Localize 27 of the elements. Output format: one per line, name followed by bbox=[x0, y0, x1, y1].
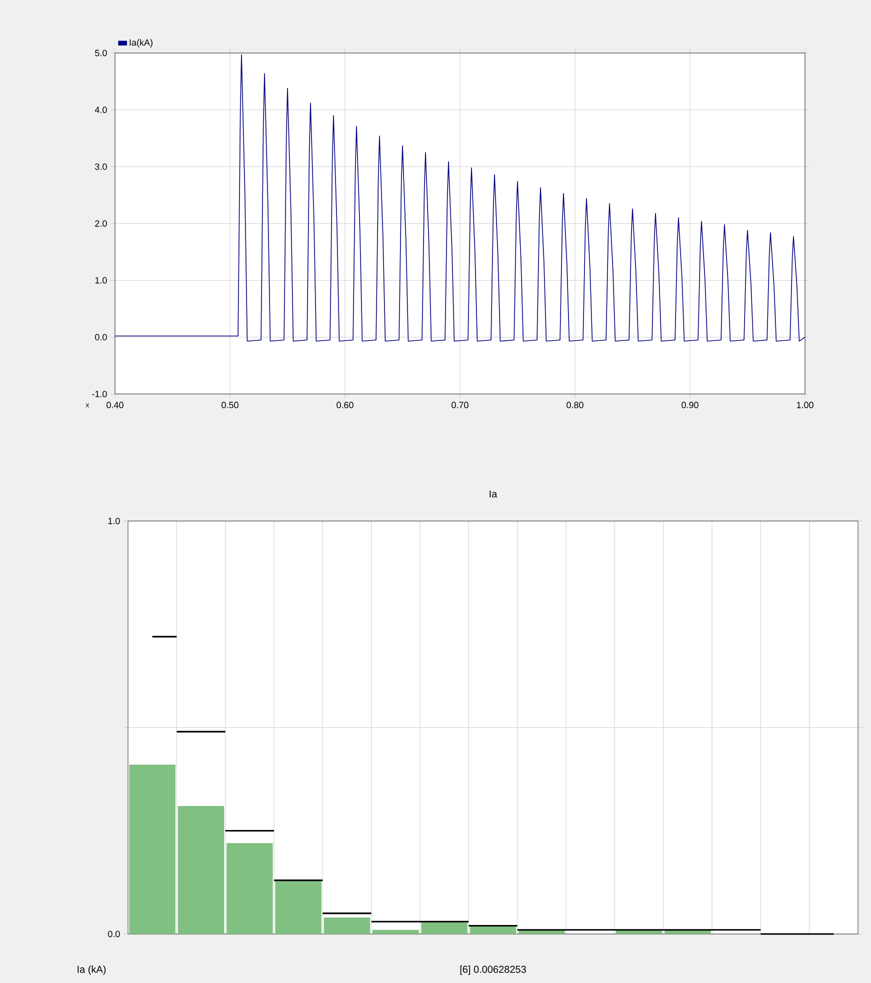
x-tick-label: 0.90 bbox=[682, 402, 698, 408]
bar bbox=[421, 922, 468, 934]
y-tick-label: 2.0 bbox=[95, 220, 107, 227]
x-tick-label: 0.40 bbox=[106, 402, 124, 408]
x-tick-label: 0.60 bbox=[336, 402, 354, 408]
y-tick-label: 0.0 bbox=[108, 930, 120, 938]
bar bbox=[226, 843, 273, 934]
y-tick-label: 4.0 bbox=[94, 106, 107, 114]
y-tick-label: 0.0 bbox=[95, 334, 107, 340]
legend-label: Ia(kA) bbox=[130, 39, 152, 48]
x-tick-label: 1.00 bbox=[796, 402, 814, 408]
y-tick-label: -1.0 bbox=[92, 390, 107, 398]
x-tick-label: 0.50 bbox=[222, 402, 238, 408]
x-tick-label: 0.70 bbox=[452, 402, 468, 408]
y-tick-label: 5.0 bbox=[95, 50, 107, 56]
bar bbox=[372, 930, 419, 934]
bar bbox=[129, 764, 176, 934]
bar bbox=[275, 880, 322, 934]
y-tick-label: 3.0 bbox=[95, 163, 107, 170]
text: Ia (kA) bbox=[78, 966, 106, 975]
y-tick-label: 1.0 bbox=[95, 277, 107, 284]
bar bbox=[178, 806, 224, 934]
chart-title: Ia bbox=[490, 490, 498, 498]
y-tick-label: 1.0 bbox=[108, 518, 120, 524]
bar bbox=[324, 917, 370, 934]
text: [6] 0.00628253 bbox=[460, 966, 526, 975]
x-tick-label: 0.80 bbox=[566, 402, 584, 408]
